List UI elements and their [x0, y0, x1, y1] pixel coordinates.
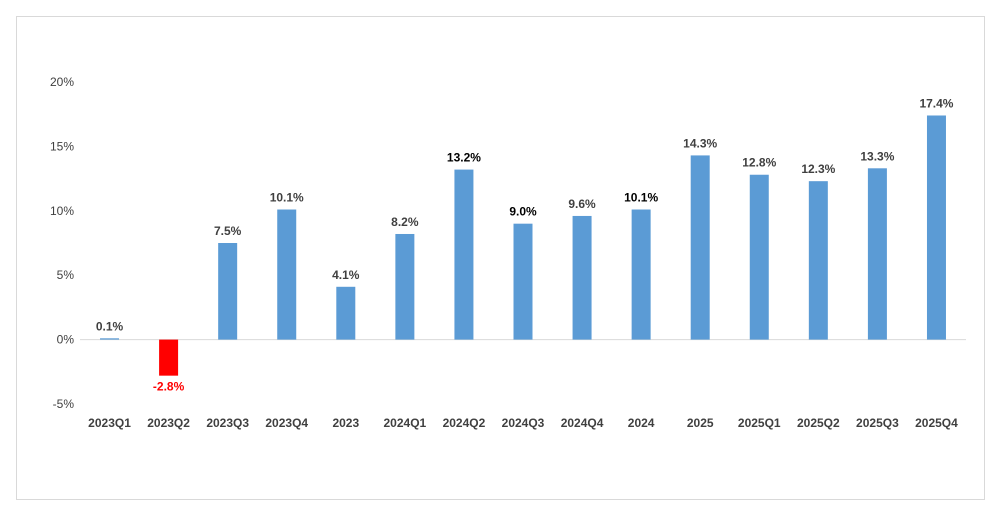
data-label-2025: 14.3% — [683, 136, 717, 150]
bar-2025q1 — [749, 174, 769, 340]
category-label-2025q3: 2025Q3 — [856, 416, 899, 430]
bar-2023q1 — [100, 338, 120, 340]
y-tick-label: 10% — [50, 204, 74, 218]
data-label-2024q2: 13.2% — [447, 151, 481, 165]
bar-2025q2 — [808, 181, 828, 340]
data-label-2025q3: 13.3% — [860, 149, 894, 163]
category-label-2023q3: 2023Q3 — [206, 416, 249, 430]
bar-2024q4 — [572, 215, 592, 340]
category-label-2023q2: 2023Q2 — [147, 416, 190, 430]
bar-2024 — [631, 209, 651, 340]
data-label-2023q1: 0.1% — [96, 319, 124, 333]
y-tick-label: -5% — [53, 397, 75, 411]
category-label-2024: 2024 — [628, 416, 655, 430]
category-label-2024q1: 2024Q1 — [384, 416, 427, 430]
bar-2024q3 — [513, 223, 533, 340]
y-tick-label: 15% — [50, 139, 74, 153]
data-label-2023q4: 10.1% — [270, 191, 304, 205]
bar-2023 — [336, 286, 356, 340]
data-label-2025q1: 12.8% — [742, 156, 776, 170]
y-tick-label: 20% — [50, 75, 74, 89]
bar-2024q2 — [454, 169, 474, 340]
y-axis-ticks: -5% 0% 5% 10% 15% 20% — [50, 75, 74, 411]
data-label-2024q1: 8.2% — [391, 215, 419, 229]
bar-2023q4 — [277, 209, 297, 340]
category-label-2024q3: 2024Q3 — [502, 416, 545, 430]
category-label-2023q4: 2023Q4 — [265, 416, 308, 430]
category-label-2025: 2025 — [687, 416, 714, 430]
category-label-2025q1: 2025Q1 — [738, 416, 781, 430]
bar-2025q4 — [926, 115, 946, 340]
data-label-2023: 4.1% — [332, 268, 360, 282]
category-label-2025q4: 2025Q4 — [915, 416, 958, 430]
data-label-2025q2: 12.3% — [801, 162, 835, 176]
category-labels: 2023Q1 2023Q2 2023Q3 2023Q4 2023 2024Q1 2024Q2… — [88, 416, 958, 430]
data-label-2024q4: 9.6% — [568, 197, 596, 211]
category-label-2023q1: 2023Q1 — [88, 416, 131, 430]
y-tick-label: 0% — [57, 333, 75, 347]
category-label-2024q4: 2024Q4 — [561, 416, 604, 430]
data-label-2024q3: 9.0% — [509, 205, 537, 219]
bars — [100, 115, 946, 376]
bar-2025 — [690, 155, 710, 340]
category-label-2023: 2023 — [332, 416, 359, 430]
data-labels: 0.1% -2.8% 7.5% 10.1% 4.1% 8.2% 13.2% 9.0% 9.6% 1… — [96, 96, 954, 393]
bar-2023q3 — [218, 243, 238, 340]
category-label-2024q2: 2024Q2 — [443, 416, 486, 430]
bar-2024q1 — [395, 233, 415, 340]
y-tick-label: 5% — [57, 268, 75, 282]
data-label-2025q4: 17.4% — [919, 96, 953, 110]
data-label-2024: 10.1% — [624, 191, 658, 205]
bar-2025q3 — [867, 168, 887, 340]
bar-2023q2 — [159, 339, 179, 376]
data-label-2023q3: 7.5% — [214, 224, 242, 238]
category-label-2025q2: 2025Q2 — [797, 416, 840, 430]
data-label-2023q2: -2.8% — [153, 380, 185, 394]
